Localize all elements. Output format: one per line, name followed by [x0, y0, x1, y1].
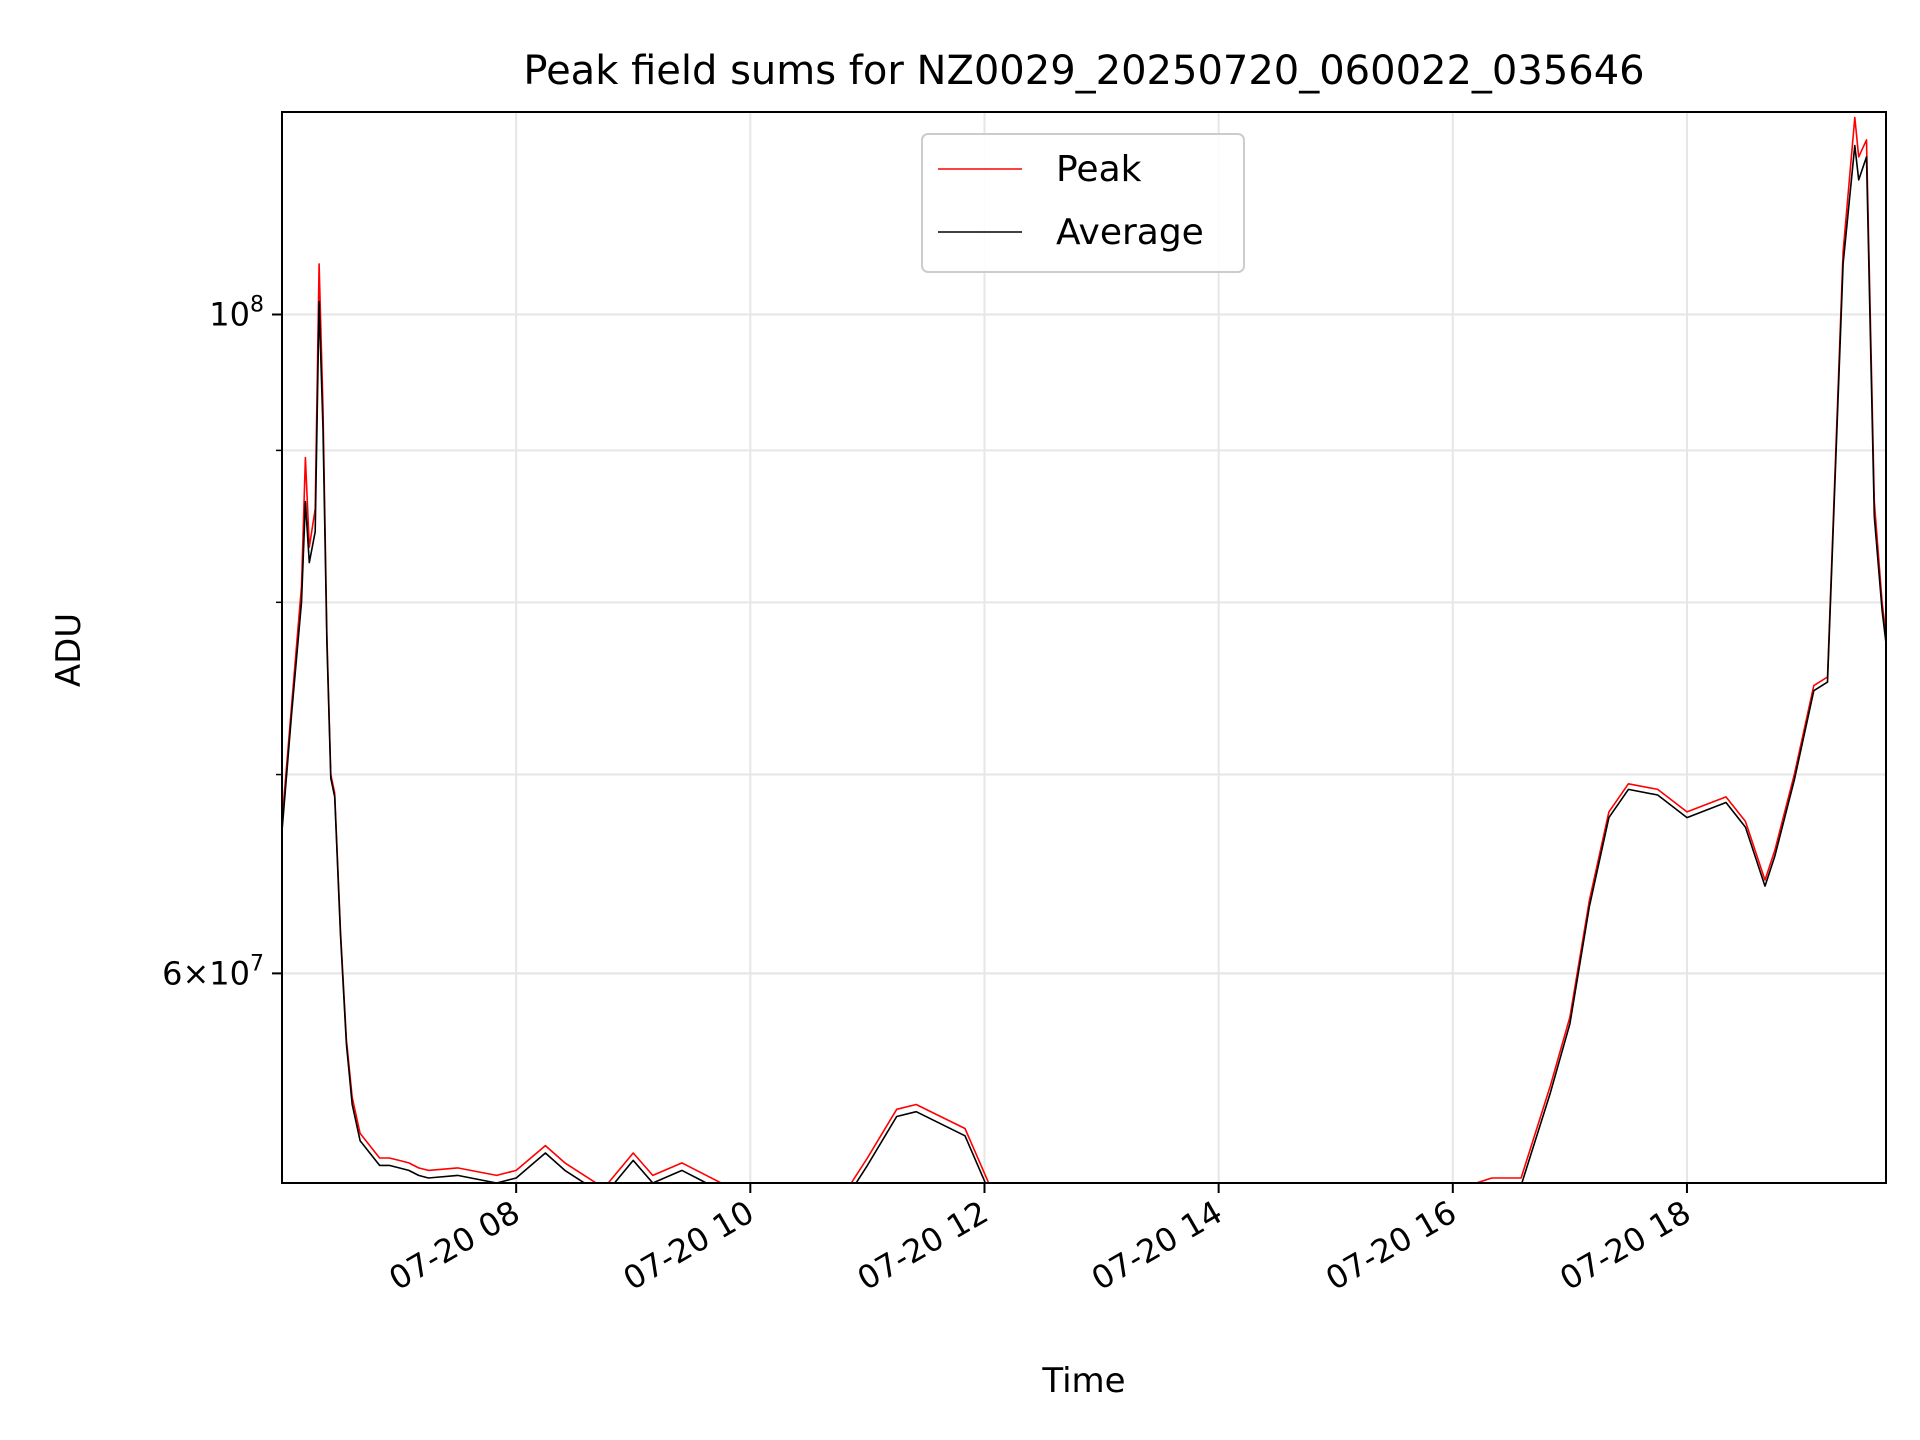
y-axis-label: ADU — [49, 613, 89, 687]
x-axis-label: Time — [1041, 1361, 1125, 1401]
x-tick-label: 07-20 08 — [383, 1193, 527, 1298]
x-tick-label: 07-20 16 — [1319, 1193, 1463, 1298]
series-line-average — [282, 144, 1886, 1183]
x-tick-label: 07-20 14 — [1085, 1193, 1229, 1298]
x-tick-label: 07-20 12 — [851, 1193, 995, 1298]
grid-lines — [282, 112, 1886, 1183]
plot-frame — [281, 111, 1887, 1184]
chart-title: Peak field sums for NZ0029_20250720_0600… — [523, 48, 1644, 94]
y-tick-label: 108 — [209, 293, 264, 334]
x-tick-label: 07-20 18 — [1553, 1193, 1697, 1298]
x-tick-label: 07-20 10 — [617, 1193, 761, 1298]
legend-label-peak: Peak — [1056, 149, 1142, 190]
legend: Peak Average — [921, 133, 1245, 273]
y-axis-ticks: 108 6×107 — [162, 293, 282, 992]
series-line-peak — [282, 116, 1886, 1183]
x-axis-ticks: 07-20 08 07-20 10 07-20 12 07-20 14 07-20 16… — [383, 1183, 1697, 1298]
legend-label-average: Average — [1056, 212, 1204, 253]
y-tick-label: 6×107 — [162, 951, 264, 992]
series-layer — [282, 116, 1886, 1183]
